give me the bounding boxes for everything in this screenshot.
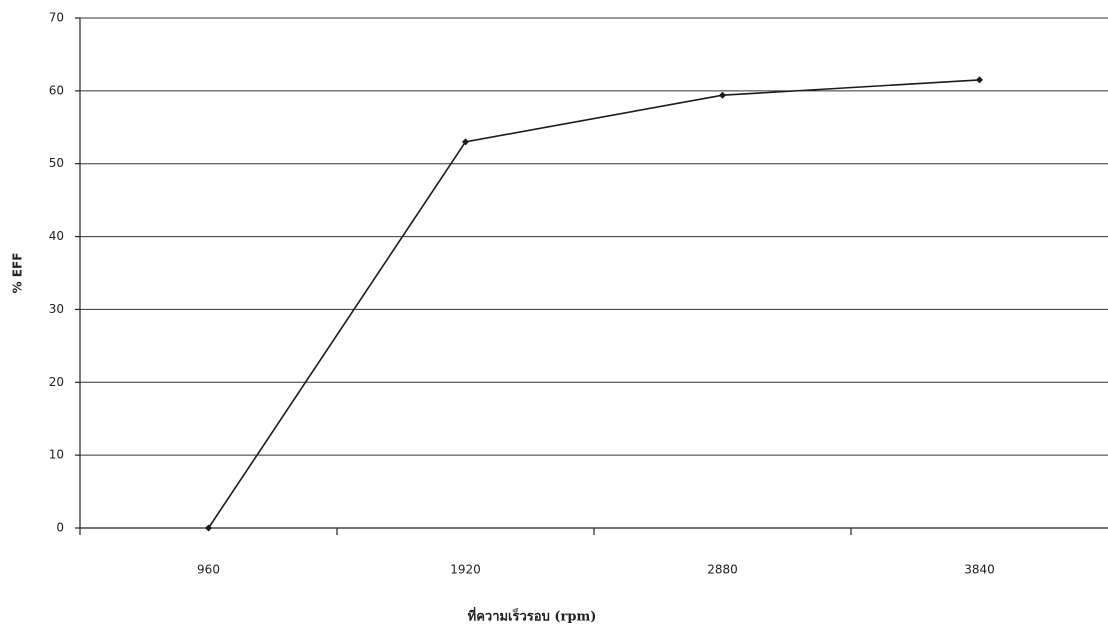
x-tick-label: 960	[197, 563, 220, 577]
y-tick-label: 70	[49, 11, 64, 25]
y-axis-label: % EFF	[11, 253, 25, 294]
y-tick-label: 0	[56, 521, 64, 535]
y-tick-label: 40	[49, 229, 64, 243]
data-point	[719, 91, 726, 99]
data-point	[205, 524, 212, 532]
y-tick-label: 50	[49, 156, 64, 170]
y-tick-label: 10	[49, 448, 64, 462]
data-point	[976, 76, 983, 84]
y-tick-label: 60	[49, 83, 64, 97]
x-tick-label: 1920	[450, 563, 481, 577]
x-axis-label: ที่ความเร็วรอบ (rpm)	[468, 607, 597, 625]
x-tick-label: 3840	[964, 563, 995, 577]
x-tick-label: 2880	[707, 563, 738, 577]
data-point	[462, 138, 469, 146]
series-line	[207, 79, 980, 529]
y-tick-label: 20	[49, 375, 64, 389]
y-tick-label: 30	[49, 302, 64, 316]
